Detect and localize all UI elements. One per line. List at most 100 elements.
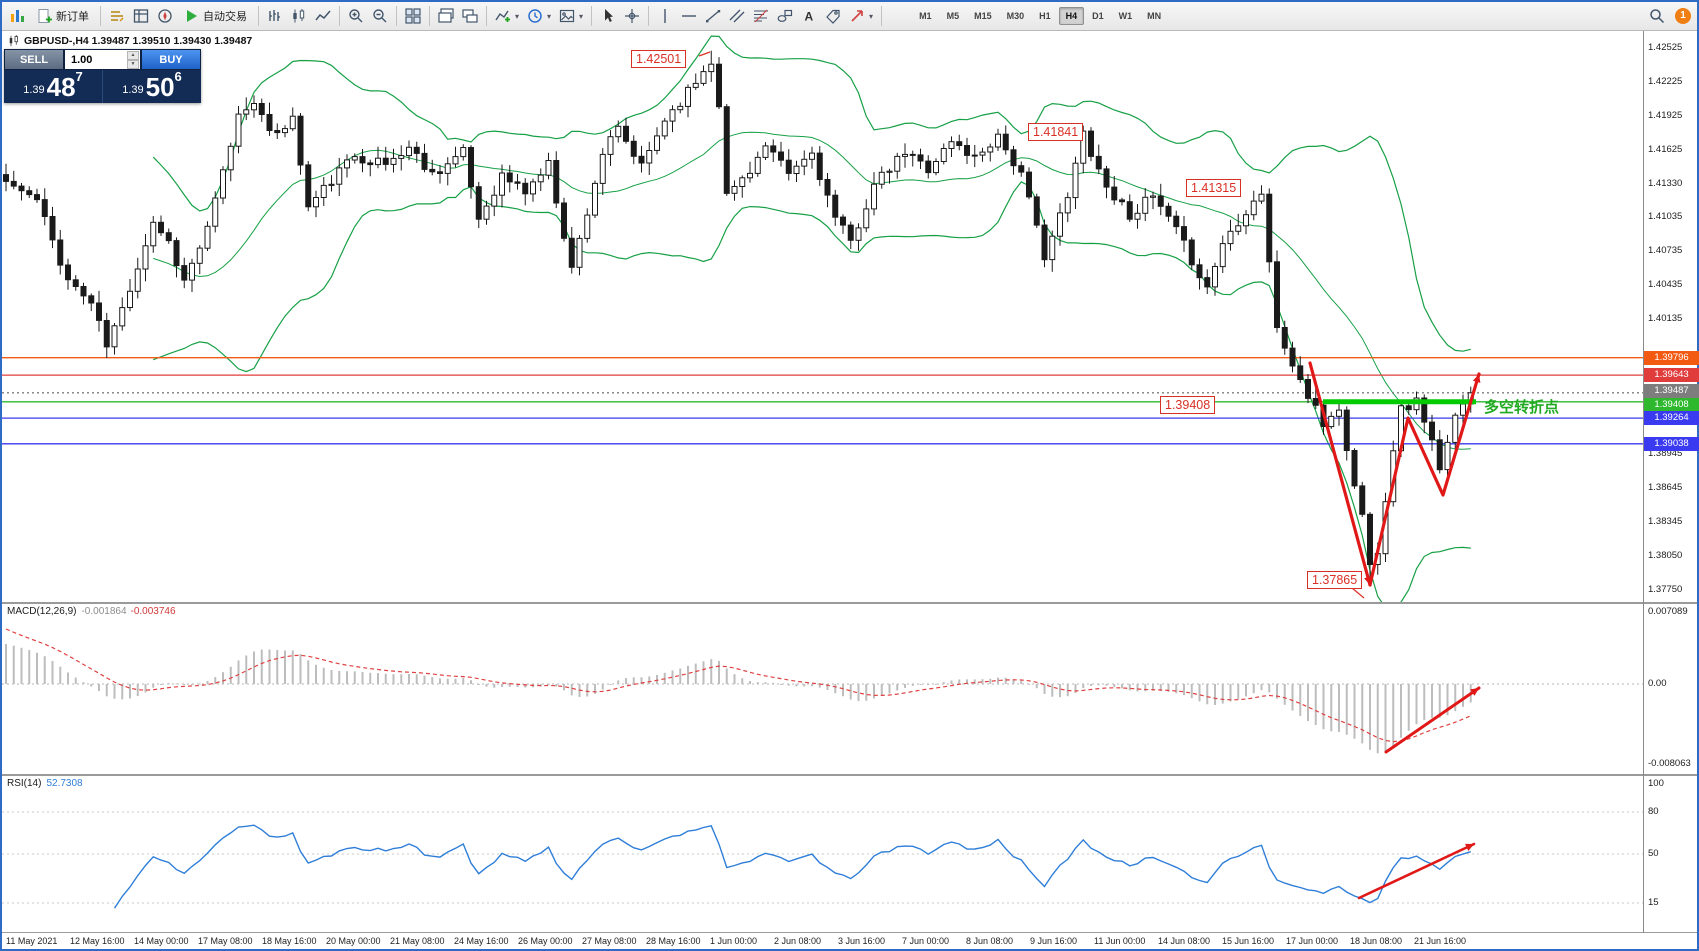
zoom-in-icon[interactable] <box>344 5 368 27</box>
bollinger-band <box>153 181 1471 602</box>
trend-arrow[interactable] <box>1368 372 1481 587</box>
time-axis-label: 2 Jun 08:00 <box>774 936 822 946</box>
rsi-panel-canvas[interactable] <box>2 776 1643 932</box>
volume-increase-button[interactable]: ▲ <box>127 51 139 60</box>
sell-price[interactable]: 1.39 48 7 <box>4 69 103 103</box>
tile-windows-icon[interactable] <box>401 5 425 27</box>
trendline-icon[interactable] <box>701 5 725 27</box>
macd-panel-canvas[interactable] <box>2 604 1643 774</box>
bollinger-band <box>153 131 1471 450</box>
trend-arrow-head <box>1470 688 1479 696</box>
timeframe-d1-button[interactable]: D1 <box>1092 11 1104 21</box>
time-axis-label: 28 May 16:00 <box>646 936 701 946</box>
price-annotation[interactable]: 1.42501 <box>631 50 687 68</box>
crosshair-icon[interactable] <box>620 5 644 27</box>
sell-button[interactable]: SELL <box>4 49 64 70</box>
new-order-button[interactable]: 新订单 <box>30 5 96 27</box>
horizontal-line-icon[interactable] <box>677 5 701 27</box>
vertical-line-icon[interactable] <box>653 5 677 27</box>
notifications-icon[interactable]: 1 <box>1675 8 1691 24</box>
cascade-windows-icon[interactable] <box>458 5 482 27</box>
dropdown-caret-icon: ▾ <box>547 11 552 21</box>
zoom-out-icon[interactable] <box>368 5 392 27</box>
volume-control: ▲ ▼ <box>64 49 141 70</box>
arrows-tool-icon[interactable]: ▾ <box>845 5 877 27</box>
market-watch-icon[interactable] <box>105 5 129 27</box>
volume-input[interactable] <box>65 52 125 67</box>
price-annotation[interactable]: 1.37865 <box>1307 571 1363 589</box>
trend-arrow[interactable] <box>1308 361 1372 587</box>
candles <box>3 50 1474 577</box>
channel-icon[interactable] <box>725 5 749 27</box>
time-axis-label: 14 May 00:00 <box>134 936 189 946</box>
rsi-axis-label: 15 <box>1648 897 1659 908</box>
time-axis-label: 11 May 2021 <box>6 936 58 946</box>
buy-price-base: 1.39 <box>122 84 144 96</box>
new-order-label: 新订单 <box>56 11 89 23</box>
candlestick-chart-icon[interactable] <box>287 5 311 27</box>
line-chart-icon[interactable] <box>311 5 335 27</box>
text-tool-icon[interactable]: A <box>797 5 821 27</box>
time-axis-separator <box>2 932 1697 933</box>
bar-chart-icon[interactable] <box>263 5 287 27</box>
price-axis-label: 1.42225 <box>1648 76 1683 88</box>
arrange-windows-icon[interactable] <box>434 5 458 27</box>
time-axis-label: 12 May 16:00 <box>70 936 125 946</box>
chart-title: GBPUSD-,H4 1.39487 1.39510 1.39430 1.394… <box>8 35 252 47</box>
trend-arrow[interactable] <box>1357 842 1476 900</box>
data-window-icon[interactable] <box>129 5 153 27</box>
navigator-icon[interactable] <box>153 5 177 27</box>
timeframe-m1-button[interactable]: M1 <box>919 11 932 21</box>
shapes-icon[interactable] <box>773 5 797 27</box>
time-axis-label: 17 May 08:00 <box>198 936 253 946</box>
timeframe-h1-button[interactable]: H1 <box>1039 11 1051 21</box>
macd-name: MACD(12,26,9) <box>7 606 77 617</box>
panel-splitter[interactable] <box>2 602 1697 604</box>
cursor-icon[interactable] <box>596 5 620 27</box>
toolbar-separator <box>648 6 650 26</box>
annotation-callout-line <box>1351 587 1365 599</box>
time-axis-label: 24 May 16:00 <box>454 936 509 946</box>
buy-price[interactable]: 1.39 50 6 <box>103 69 201 103</box>
volume-decrease-button[interactable]: ▼ <box>127 60 139 69</box>
price-annotation[interactable]: 1.39408 <box>1160 396 1216 414</box>
time-axis-label: 26 May 00:00 <box>518 936 573 946</box>
trend-arrow[interactable] <box>1384 686 1481 754</box>
price-annotation[interactable]: 1.41315 <box>1186 179 1242 197</box>
one-click-trading-panel: SELL ▲ ▼ BUY 1.39 48 7 1.39 50 6 <box>4 49 201 103</box>
macd-histogram <box>5 644 1472 754</box>
timeframe-m5-button[interactable]: M5 <box>946 11 960 21</box>
add-indicator-icon[interactable]: ▾ <box>491 5 523 27</box>
timeframe-m30-button[interactable]: M30 <box>1006 11 1025 21</box>
price-axis-label: 1.41035 <box>1648 211 1683 223</box>
price-level-badge: 1.39796 <box>1644 350 1699 365</box>
main-chart-canvas[interactable] <box>2 30 1643 602</box>
text-label-icon[interactable] <box>821 5 845 27</box>
time-axis-label: 18 May 16:00 <box>262 936 317 946</box>
toolbar-separator <box>258 6 259 26</box>
timeframe-mn-button[interactable]: MN <box>1147 11 1162 21</box>
macd-value-main: -0.001864 <box>81 606 127 617</box>
price-axis-label: 1.41625 <box>1648 144 1683 156</box>
panel-splitter[interactable] <box>2 774 1697 776</box>
time-axis-label: 20 May 00:00 <box>326 936 381 946</box>
price-annotation[interactable]: 1.41841 <box>1028 123 1084 141</box>
toolbar-separator <box>396 6 397 26</box>
dropdown-caret-icon: ▾ <box>579 11 584 21</box>
time-axis-label: 21 May 08:00 <box>390 936 445 946</box>
buy-button[interactable]: BUY <box>141 49 201 70</box>
periods-clock-icon[interactable]: ▾ <box>523 5 555 27</box>
macd-signal-line <box>5 628 1471 743</box>
price-level-badge: 1.39643 <box>1644 368 1699 383</box>
timeframe-w1-button[interactable]: W1 <box>1118 11 1133 21</box>
timeframe-m15-button[interactable]: M15 <box>974 11 992 21</box>
price-level-badge: 1.39264 <box>1644 411 1699 426</box>
auto-trading-button[interactable]: 自动交易 <box>177 5 254 27</box>
main-toolbar: 新订单 自动交易 <box>2 2 1697 31</box>
timeframe-h4-button[interactable]: H4 <box>1058 7 1085 25</box>
time-axis-label: 21 Jun 16:00 <box>1414 936 1467 946</box>
fibonacci-icon[interactable] <box>749 5 773 27</box>
rsi-axis-label: 50 <box>1648 848 1659 859</box>
templates-icon[interactable]: ▾ <box>555 5 587 27</box>
search-icon[interactable] <box>1645 5 1669 27</box>
